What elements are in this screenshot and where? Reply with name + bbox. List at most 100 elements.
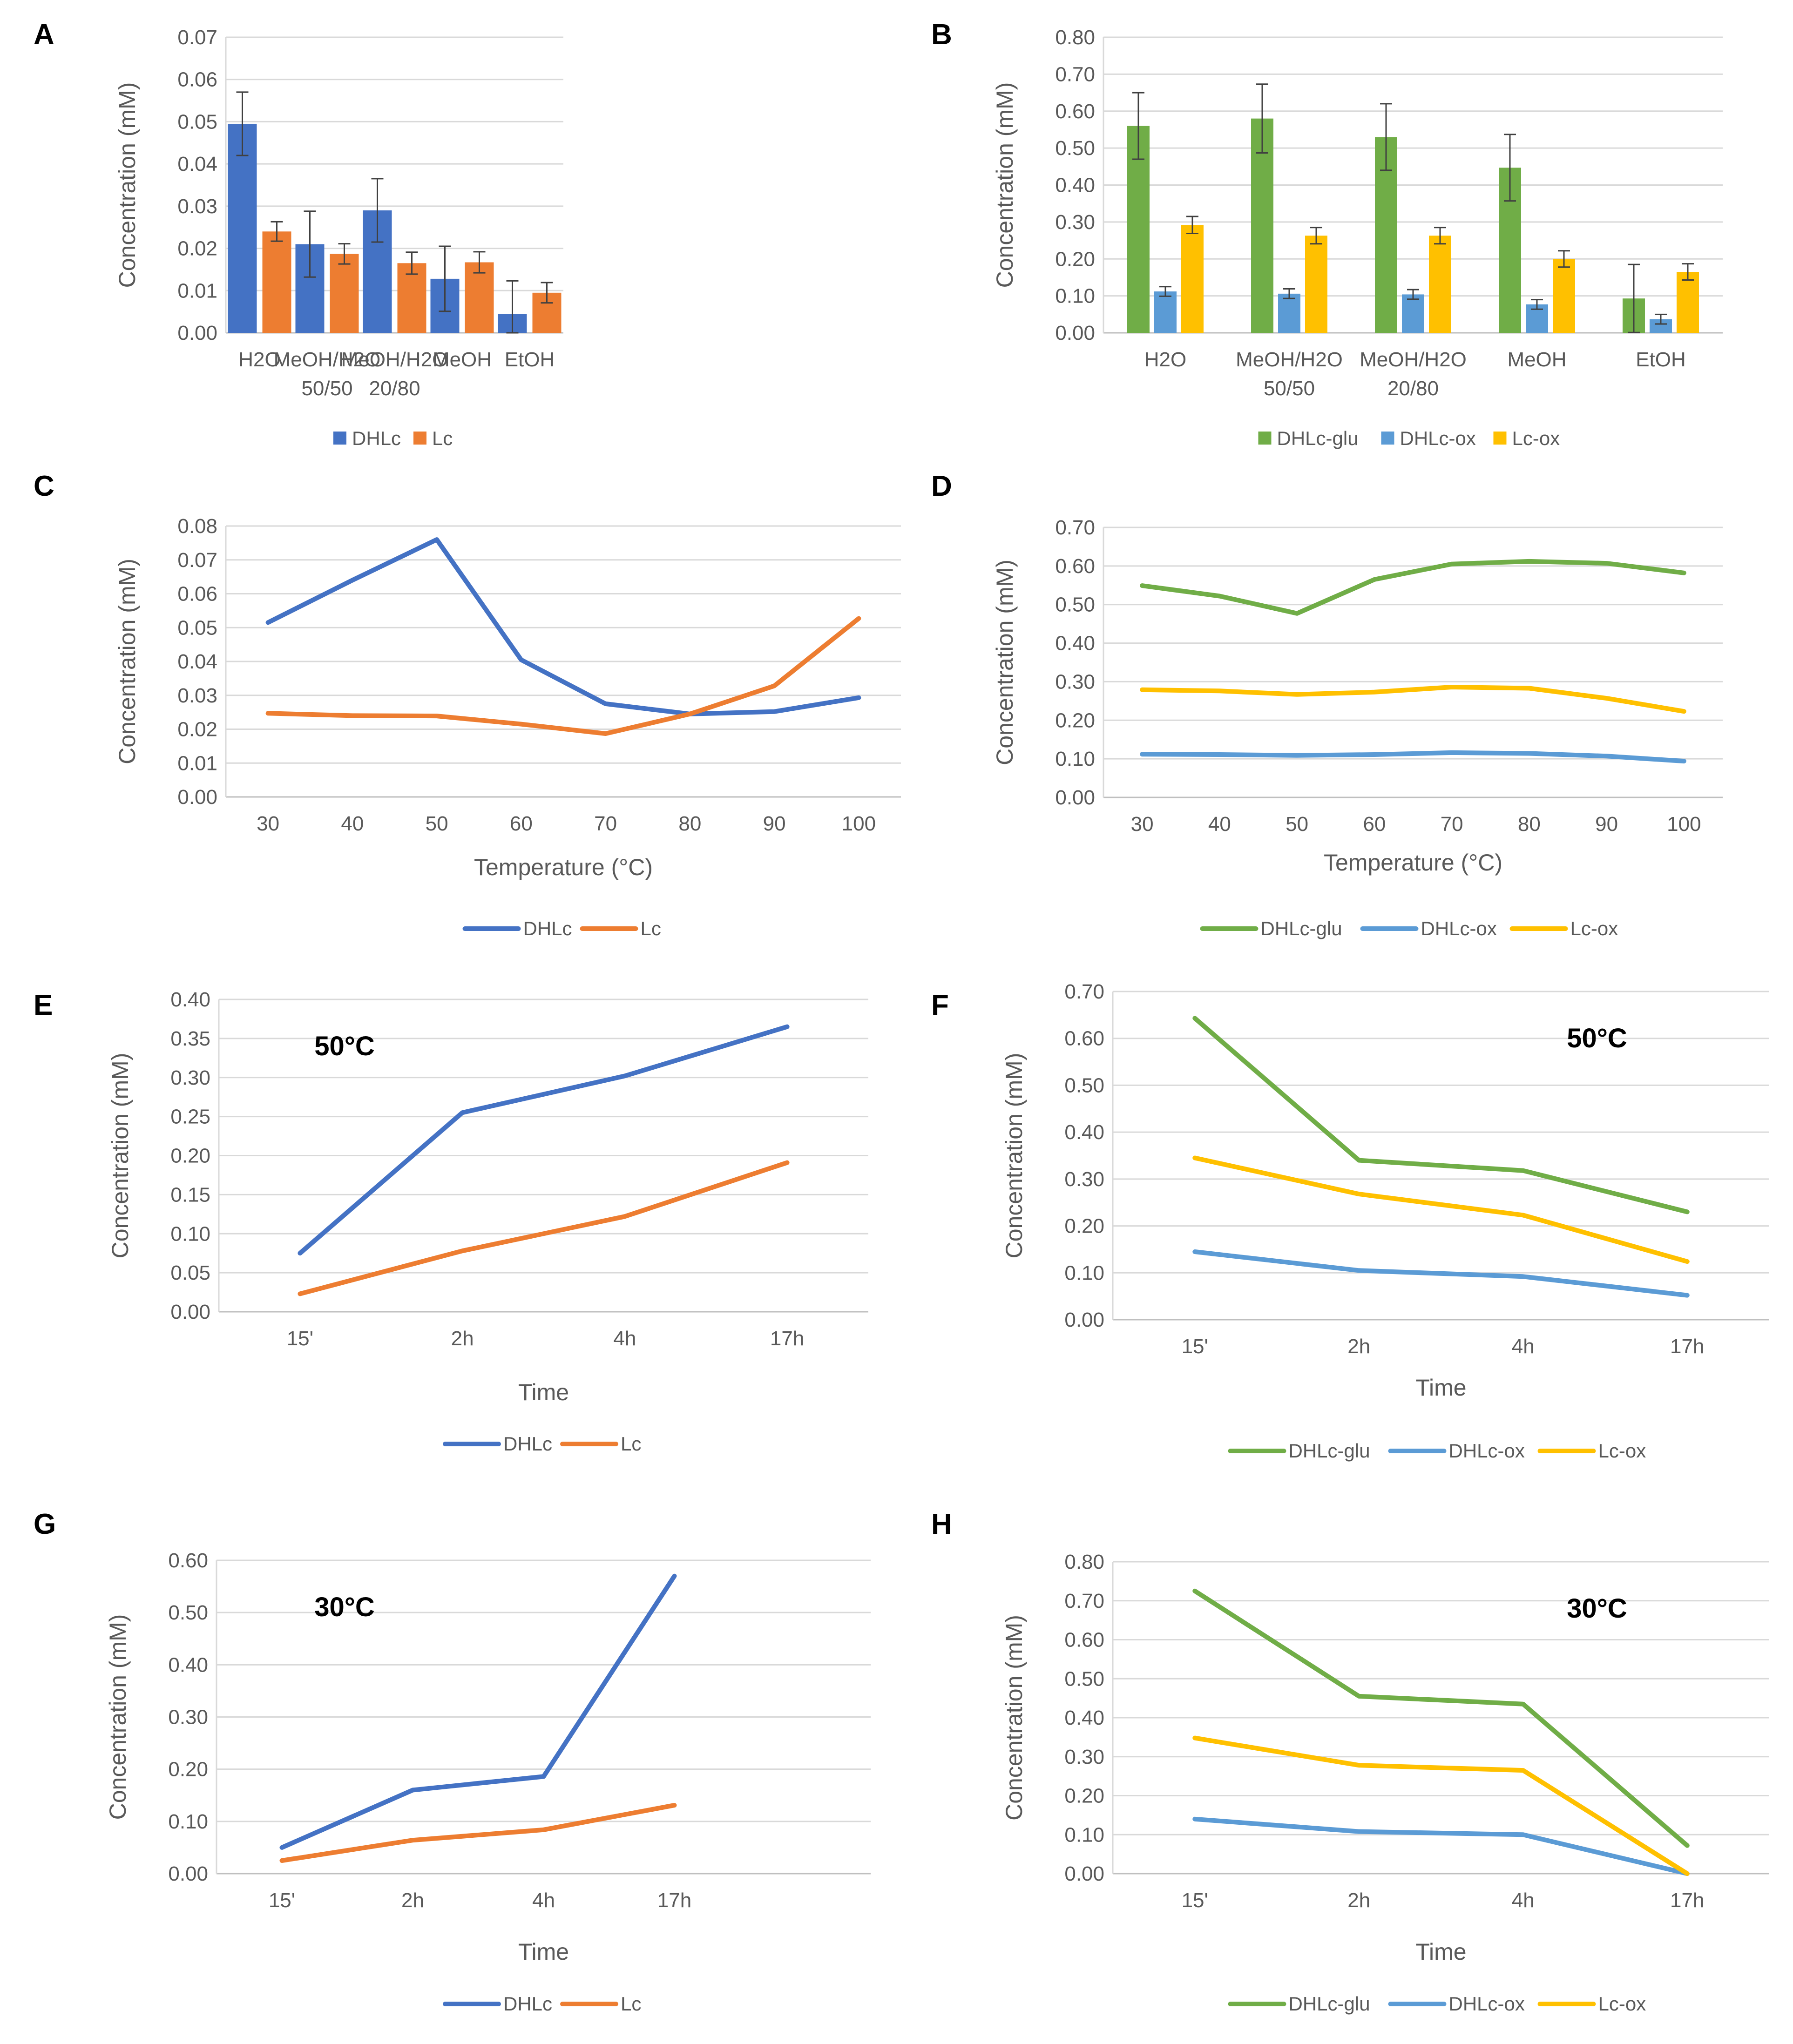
x-axis-title: Temperature (°C)	[474, 854, 653, 880]
y-tick-label: 0.35	[170, 1027, 210, 1050]
y-tick-label: 0.00	[168, 1862, 208, 1885]
y-tick-label: 0.30	[1064, 1746, 1104, 1768]
x-tick-label: H2O	[238, 348, 280, 371]
y-tick-label: 0.80	[1055, 26, 1095, 49]
x-tick-label: 50/50	[1264, 377, 1315, 400]
x-tick-label: 40	[341, 812, 364, 835]
legend: DHLc Lc	[462, 917, 661, 939]
legend: DHLc Lc	[443, 1993, 641, 2015]
y-tick-label: 0.02	[177, 237, 217, 260]
temperature-annotation: 50°C	[1567, 1023, 1627, 1053]
x-tick-label: 80	[1518, 813, 1541, 836]
y-tick-label: 0.00	[1064, 1862, 1104, 1885]
y-axis-title: Concentration (mM)	[1001, 1615, 1027, 1821]
y-tick-label: 0.30	[1055, 211, 1095, 234]
legend-label: DHLc-ox	[1449, 1440, 1525, 1462]
x-tick-label: 70	[1441, 813, 1463, 836]
chart-panel-d: D 0.00 0.10 0.20 0.30 0.40 0.50 0.60 0.70 Concent…	[931, 470, 1723, 939]
y-axis-title: Concentration (mM)	[105, 1614, 131, 1820]
bar-dhlc-ox	[1278, 293, 1300, 333]
y-tick-label: 0.30	[1064, 1168, 1104, 1191]
y-tick-label: 0.20	[1055, 709, 1095, 732]
bar-dhlc	[228, 123, 257, 333]
y-tick-label: 0.25	[170, 1106, 210, 1128]
x-tick-label: 4h	[532, 1889, 555, 1912]
temperature-annotation: 30°C	[1567, 1593, 1627, 1624]
y-tick-label: 0.05	[177, 110, 217, 133]
y-tick-label: 0.06	[177, 68, 217, 91]
y-tick-label: 0.10	[1055, 748, 1095, 770]
legend-swatch	[1493, 432, 1507, 445]
chart-panel-b: B 0.00 0.10 0.20 0.30 0.40 0.50 0.60 0.70 0.80 Con…	[931, 19, 1723, 449]
x-tick-label: 100	[842, 812, 876, 835]
chart-panel-c: C 0.00 0.01 0.02 0.03 0.04 0.05 0.06 0.07 0.08 Con…	[34, 470, 901, 939]
legend-label: DHLc-ox	[1421, 917, 1497, 939]
x-tick-label: 17h	[657, 1889, 691, 1912]
x-tick-label: MeOH/H2O	[1236, 348, 1343, 371]
line-series-lc-ox	[1140, 685, 1686, 714]
y-tick-label: 0.40	[170, 988, 210, 1011]
x-tick-label: 50	[426, 812, 448, 835]
y-tick-label: 0.20	[170, 1145, 210, 1167]
x-tick-label: 70	[594, 812, 617, 835]
panel-label: H	[931, 1508, 952, 1540]
y-tick-label: 0.00	[177, 786, 217, 809]
x-tick-label: 17h	[1670, 1335, 1704, 1358]
y-tick-label: 0.05	[177, 616, 217, 639]
x-tick-label: EtOH	[505, 348, 555, 371]
x-tick-label: 15'	[1182, 1889, 1208, 1912]
y-tick-label: 0.10	[1055, 285, 1095, 308]
x-tick-label: 90	[763, 812, 786, 835]
legend: DHLc-glu DHLc-ox Lc-ox	[1258, 427, 1560, 449]
legend-label: Lc-ox	[1512, 427, 1560, 449]
x-tick-label: 2h	[451, 1327, 474, 1350]
line-series-dhlc-glu	[1192, 1016, 1690, 1214]
y-tick-label: 0.10	[170, 1222, 210, 1245]
line-series-dhlc	[279, 1573, 677, 1850]
y-tick-label: 0.20	[168, 1758, 208, 1781]
y-tick-label: 0.30	[1055, 670, 1095, 693]
y-axis-title: Concentration (mM)	[114, 559, 140, 764]
x-tick-label: H2O	[1144, 348, 1186, 371]
y-tick-label: 0.60	[168, 1549, 208, 1572]
x-tick-label: 4h	[1512, 1889, 1535, 1912]
legend-label: DHLc-ox	[1449, 1993, 1525, 2015]
y-tick-label: 0.03	[177, 195, 217, 218]
y-tick-label: 0.40	[1064, 1121, 1104, 1144]
y-tick-label: 0.50	[1055, 594, 1095, 616]
x-tick-label: 4h	[613, 1327, 636, 1350]
chart-panel-a: A 0.00 0.01 0.02 0.03 0.04 0.05 0.06 0.07 Concent…	[34, 19, 563, 449]
chart-panel-h: H 0.00 0.10 0.20 0.30 0.40 0.50 0.60 0.70 0.80 Con…	[931, 1508, 1769, 2015]
x-tick-label: 60	[510, 812, 533, 835]
x-tick-label: 30	[1131, 813, 1154, 836]
legend-label: Lc	[621, 1433, 641, 1455]
y-tick-label: 0.50	[1055, 137, 1095, 160]
x-axis-title: Time	[1415, 1375, 1466, 1401]
temperature-annotation: 50°C	[314, 1031, 375, 1061]
y-tick-label: 0.04	[177, 153, 217, 175]
x-tick-label: 15'	[269, 1889, 295, 1912]
x-tick-label: 80	[678, 812, 701, 835]
x-tick-label: 60	[1363, 813, 1386, 836]
y-tick-label: 0.05	[170, 1261, 210, 1284]
y-tick-label: 0.70	[1064, 980, 1104, 1003]
x-tick-label: 17h	[1670, 1889, 1704, 1912]
panel-label: A	[34, 19, 54, 51]
panel-label: C	[34, 470, 54, 502]
legend-label: DHLc	[503, 1433, 552, 1455]
x-tick-label: 17h	[770, 1327, 804, 1350]
y-tick-label: 0.80	[1064, 1551, 1104, 1573]
panel-label: G	[34, 1508, 56, 1540]
y-tick-label: 0.00	[1064, 1309, 1104, 1331]
legend-label: Lc-ox	[1570, 917, 1618, 939]
legend: DHLc Lc	[443, 1433, 641, 1455]
y-tick-label: 0.20	[1055, 248, 1095, 270]
y-tick-label: 0.50	[1064, 1667, 1104, 1690]
legend: DHLc-glu DHLc-ox Lc-ox	[1200, 917, 1618, 939]
bar-dhlc-glu	[1251, 118, 1273, 333]
y-tick-label: 0.10	[168, 1810, 208, 1833]
legend-label: DHLc-glu	[1277, 427, 1359, 449]
y-tick-label: 0.06	[177, 583, 217, 606]
x-tick-label: 40	[1208, 813, 1231, 836]
y-tick-label: 0.20	[1064, 1215, 1104, 1238]
